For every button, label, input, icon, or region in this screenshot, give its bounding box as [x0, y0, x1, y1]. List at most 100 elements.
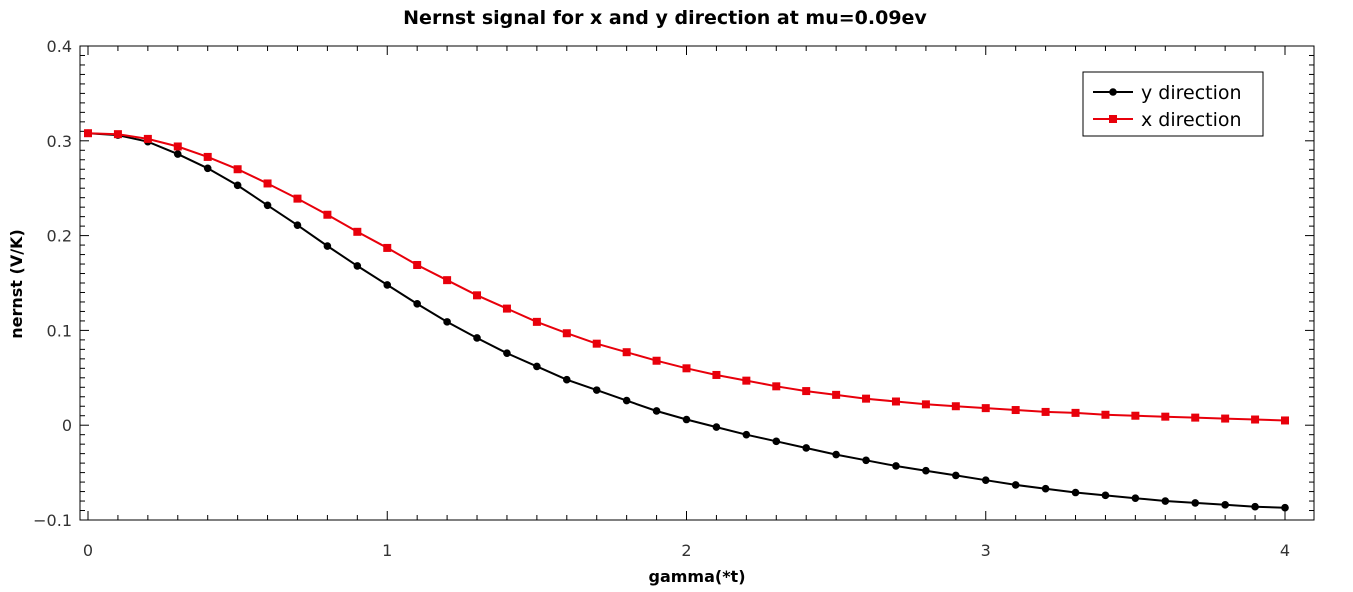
data-point	[862, 394, 871, 403]
data-point	[921, 400, 930, 409]
data-point	[682, 364, 691, 373]
data-point	[772, 382, 781, 391]
y-tick-label: 0.4	[47, 37, 72, 56]
data-point	[413, 260, 422, 269]
data-point	[533, 362, 541, 371]
data-point	[951, 402, 960, 411]
data-point	[532, 317, 541, 326]
data-point	[622, 396, 631, 405]
x-tick-label: 4	[1280, 541, 1290, 560]
data-point	[1131, 411, 1140, 420]
data-point	[832, 450, 840, 459]
data-point	[323, 210, 332, 219]
chart-title: Nernst signal for x and y direction at m…	[403, 7, 927, 29]
legend: y direction x direction	[1082, 71, 1264, 137]
data-point	[383, 243, 392, 252]
data-point	[203, 152, 212, 161]
data-point	[1161, 497, 1170, 505]
data-point	[891, 397, 900, 406]
data-point	[353, 227, 362, 236]
data-point	[443, 318, 451, 326]
data-point	[233, 181, 242, 190]
legend-label: x direction	[1141, 109, 1242, 131]
data-point	[862, 456, 870, 465]
data-point	[173, 150, 182, 158]
legend-marker	[1109, 115, 1117, 123]
data-point	[203, 164, 212, 173]
data-point	[562, 329, 571, 338]
x-axis-label: gamma(*t)	[648, 567, 745, 586]
data-point	[622, 348, 631, 357]
data-point	[592, 386, 601, 394]
legend-box	[1082, 71, 1264, 137]
data-point	[293, 221, 302, 229]
data-point	[1041, 484, 1050, 493]
data-point	[473, 334, 481, 342]
data-point	[592, 339, 601, 348]
data-point	[413, 300, 421, 308]
y-tick-label: −0.1	[33, 511, 72, 530]
data-point	[503, 349, 511, 357]
axis-ticks: 0 1 2 3 4 −0.1 0 0.1 0.2 0.3 0.4	[33, 37, 1314, 560]
y-tick-label: 0.2	[47, 227, 72, 246]
data-point	[383, 281, 392, 289]
data-point	[1191, 413, 1200, 422]
data-point	[1011, 481, 1020, 489]
data-point	[652, 407, 661, 415]
data-point	[84, 129, 92, 138]
data-point	[981, 404, 990, 413]
data-point	[832, 390, 841, 399]
series-layer	[84, 129, 1289, 512]
data-point	[1251, 502, 1259, 511]
data-point	[113, 130, 122, 139]
data-point	[293, 194, 302, 203]
data-point	[233, 165, 242, 174]
data-point	[742, 430, 751, 439]
data-point	[1161, 412, 1170, 421]
data-point	[1011, 406, 1020, 415]
x-tick-label: 3	[981, 541, 991, 560]
data-point	[652, 356, 661, 365]
data-point	[922, 466, 930, 475]
y-tick-label: 0	[62, 416, 72, 435]
data-point	[1281, 416, 1289, 425]
data-point	[143, 134, 152, 143]
x-tick-label: 1	[382, 541, 392, 560]
data-point	[712, 370, 721, 379]
y-tick-label: 0.1	[47, 321, 72, 340]
data-point	[742, 376, 751, 385]
data-point	[772, 437, 781, 446]
data-point	[263, 201, 272, 210]
series-line	[87, 132, 1286, 422]
x-tick-label: 0	[83, 541, 93, 560]
data-point	[323, 242, 332, 250]
data-point	[981, 476, 990, 484]
data-point	[1191, 499, 1200, 507]
data-point	[1101, 491, 1110, 500]
data-point	[1101, 410, 1110, 419]
data-point	[263, 179, 272, 188]
data-point	[712, 423, 721, 431]
data-point	[802, 444, 810, 452]
data-point	[952, 471, 960, 480]
y-tick-label: 0.3	[47, 132, 72, 151]
series-x-direction	[84, 129, 1289, 425]
data-point	[1251, 415, 1260, 424]
data-point	[1221, 414, 1230, 423]
x-tick-label: 2	[681, 541, 691, 560]
data-point	[1221, 501, 1229, 509]
data-point	[173, 142, 182, 151]
data-point	[1071, 488, 1080, 497]
data-point	[443, 276, 452, 285]
data-point	[473, 291, 482, 300]
data-point	[682, 415, 691, 424]
data-point	[1131, 494, 1140, 502]
data-point	[1281, 503, 1289, 512]
y-axis-label: nernst (V/K)	[7, 229, 26, 339]
legend-label: y direction	[1141, 82, 1242, 104]
data-point	[502, 304, 511, 313]
data-point	[802, 387, 811, 396]
data-point	[563, 375, 571, 384]
series-line	[87, 132, 1286, 509]
